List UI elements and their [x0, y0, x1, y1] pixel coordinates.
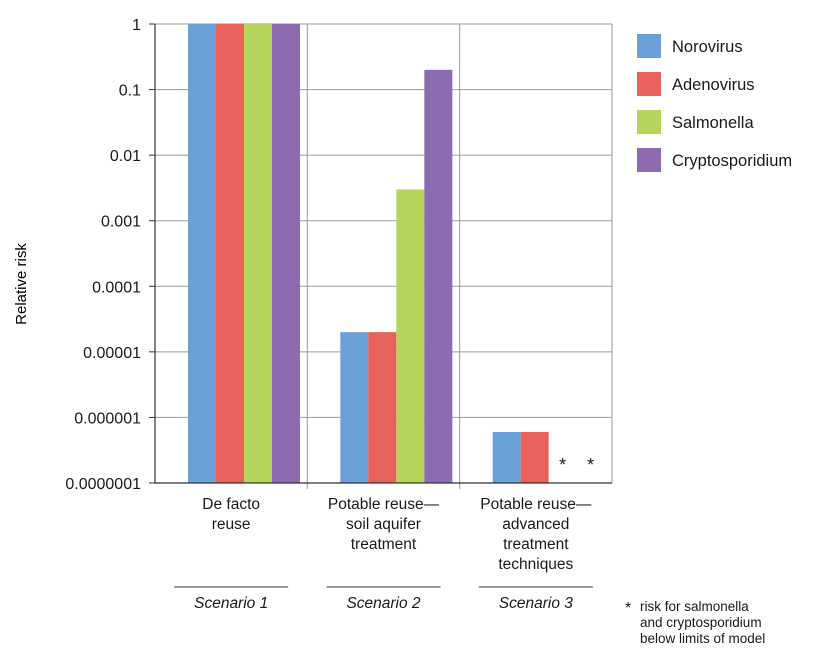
axis-labels: Relative risk 1 0.1 0.01 0.001 0.0001 0.00001… [13, 17, 593, 612]
category-label-line: Potable reuse— [328, 496, 440, 513]
legend-label-norovirus: Norovirus [672, 38, 743, 56]
bar-norovirus-1 [188, 24, 216, 483]
category-label-line: treatment [503, 536, 569, 553]
footnote-mark: * [625, 600, 631, 617]
y-tick-label: 1 [132, 17, 141, 34]
scenario-label: Scenario 1 [194, 595, 268, 612]
bar-adenovirus-3 [520, 431, 549, 483]
below-limit-marker: * [587, 455, 594, 475]
y-tick-label: 0.00001 [83, 345, 141, 362]
legend-swatch-adenovirus [637, 72, 661, 96]
y-axis-label: Relative risk [13, 243, 30, 325]
bars: * * [188, 24, 594, 483]
legend-swatch-norovirus [637, 34, 661, 58]
y-tick-label: 0.0000001 [65, 476, 141, 493]
legend-label-adenovirus: Adenovirus [672, 76, 755, 94]
bar-adenovirus-1 [216, 24, 244, 483]
bar-norovirus-2 [340, 332, 369, 483]
scenario-label: Scenario 3 [499, 595, 573, 612]
category-label-line: advanced [502, 516, 569, 533]
category-label-line: treatment [351, 536, 417, 553]
category-label-line: soil aquifer [346, 516, 421, 533]
y-tick-label: 0.0001 [92, 279, 141, 296]
footnote-line: risk for salmonella [640, 599, 749, 614]
category-label-line: techniques [498, 556, 573, 573]
bar-cryptosporidium-2 [424, 69, 453, 483]
category-label-line: reuse [212, 516, 251, 533]
axes [149, 23, 612, 484]
category-label-line: De facto [202, 496, 260, 513]
legend-swatch-salmonella [637, 110, 661, 134]
footnote-line: below limits of model [640, 631, 765, 646]
legend-label-cryptosporidium: Cryptosporidium [672, 152, 792, 170]
category-label-line: Potable reuse— [480, 496, 592, 513]
bar-salmonella-1 [244, 24, 272, 483]
legend-swatch-cryptosporidium [637, 148, 661, 172]
legend-label-salmonella: Salmonella [672, 114, 754, 132]
legend: Norovirus Adenovirus Salmonella Cryptospori… [637, 34, 792, 172]
bar-salmonella-2 [396, 189, 425, 483]
y-tick-label: 0.001 [101, 214, 141, 231]
bar-norovirus-3 [492, 431, 521, 483]
y-tick-label: 0.01 [110, 148, 141, 165]
y-tick-label: 0.000001 [74, 410, 141, 427]
bar-cryptosporidium-1 [272, 24, 300, 483]
bar-adenovirus-2 [368, 332, 397, 483]
footnote-line: and cryptosporidium [640, 615, 762, 630]
scenario-label: Scenario 2 [346, 595, 420, 612]
y-tick-label: 0.1 [119, 83, 141, 100]
below-limit-marker: * [559, 455, 566, 475]
